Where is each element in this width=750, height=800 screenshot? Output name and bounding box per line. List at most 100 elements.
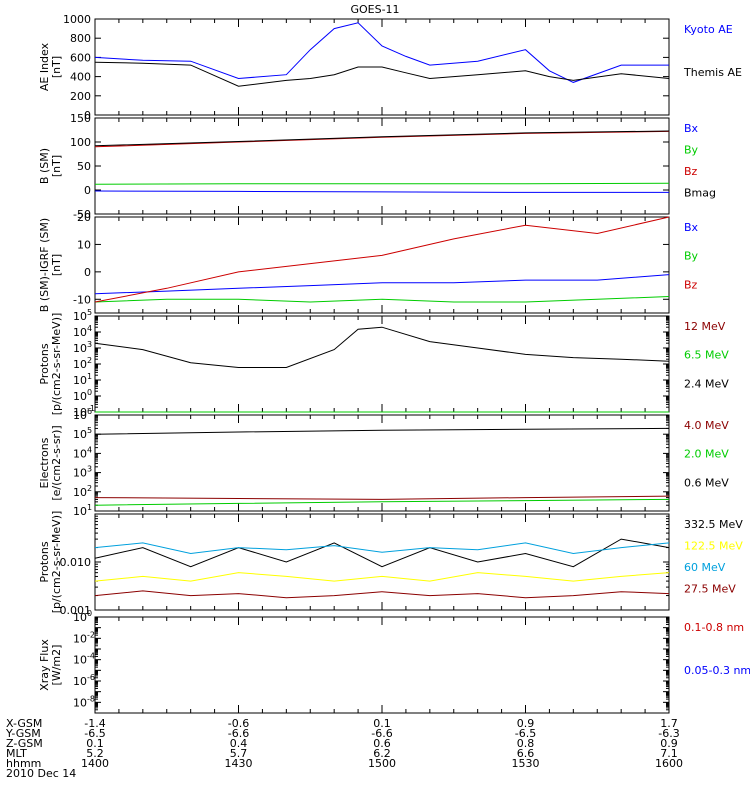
panel-2-series-2: [94, 130, 670, 148]
panel-4-legend-2: 2.4 MeV: [684, 377, 729, 390]
panel-1-series-1: [94, 61, 670, 87]
orbit-tick-value: 1500: [368, 757, 396, 770]
panel-5-series-2: [94, 427, 670, 435]
panel-2-ytick-label: 0: [84, 184, 91, 197]
panel-4-ylabel: [p/(cm2-s-sr-MeV)]: [50, 313, 63, 416]
panel-2-ylabel: B (SM): [38, 148, 51, 184]
chart-title: GOES-11: [350, 3, 399, 16]
panel-7-ytick-label: 10-6: [73, 673, 95, 688]
panel-6-ytick-label: 0.010: [60, 556, 92, 569]
panel-6-ylabel: [p/(cm2-s-sr-MeV)]: [50, 511, 63, 614]
panel-2-ytick-label: -50: [73, 208, 91, 221]
orbit-tick-value: -6.5: [515, 727, 536, 740]
panel-5-ylabel: Electrons: [38, 437, 51, 488]
orbit-tick-value: 0.9: [660, 737, 678, 750]
panel-1-ytick-label: 0: [84, 109, 91, 122]
orbit-tick-value: 1.7: [660, 717, 678, 730]
panel-6-legend-3: 27.5 MeV: [684, 583, 736, 596]
orbit-tick-value: 6.6: [517, 747, 535, 760]
panel-1-ytick-label: 1000: [63, 13, 91, 26]
panel-2-ytick-label: 50: [77, 160, 91, 173]
panel-2-ytick-label: 150: [70, 112, 91, 125]
panel-2-series-1: [94, 182, 670, 185]
orbit-row-label: Z-GSM: [6, 737, 43, 750]
panel-4-ytick-label: 100: [73, 388, 92, 403]
panel-7-ytick-label: 100: [73, 609, 92, 624]
orbit-tick-value: 0.4: [230, 737, 248, 750]
panel-1-legend-0: Kyoto AE: [684, 23, 733, 36]
panel-5-legend-1: 2.0 MeV: [684, 448, 729, 461]
panel-7-legend-1: 0.05-0.3 nm: [684, 664, 750, 677]
panel-7-ytick-label: 10-2: [73, 630, 95, 645]
orbit-tick-value: 1430: [225, 757, 253, 770]
orbit-tick-value: -6.3: [658, 727, 679, 740]
panel-7-ylabel: [W/m2]: [50, 645, 63, 686]
panel-5-legend-0: 4.0 MeV: [684, 419, 729, 432]
panel-4-ytick-label: 102: [73, 356, 92, 371]
orbit-tick-value: 1400: [81, 757, 109, 770]
panel-5-ytick-label: 101: [73, 503, 92, 518]
orbit-row-label: X-GSM: [6, 717, 42, 730]
orbit-row-label: MLT: [6, 747, 27, 760]
orbit-tick-value: 0.1: [373, 717, 391, 730]
panel-5-ytick-label: 104: [73, 445, 92, 460]
panel-6-legend-2: 60 MeV: [684, 561, 726, 574]
panel-1-ylabel: [nT]: [50, 56, 63, 78]
orbit-tick-value: 5.7: [230, 747, 248, 760]
orbit-tick-value: 0.9: [517, 717, 535, 730]
panel-3-legend-1: By: [684, 250, 699, 263]
panel-2-legend-1: By: [684, 144, 699, 157]
panel-6-series-0: [94, 538, 670, 568]
orbit-row-label: Y-GSM: [5, 727, 41, 740]
orbit-tick-value: 0.6: [373, 737, 391, 750]
panel-6-series-2: [94, 542, 670, 555]
panel-7-ytick-label: 10-8: [73, 694, 95, 709]
panel-4-ytick-label: 105: [73, 308, 92, 323]
panel-1-ytick-label: 600: [70, 51, 91, 64]
panel-2-legend-0: Bx: [684, 122, 699, 135]
panel-1-ytick-label: 200: [70, 90, 91, 103]
panel-3-ylabel: [nT]: [50, 254, 63, 276]
panel-6-series-3: [94, 590, 670, 599]
panel-2-series-3: [94, 130, 670, 147]
panel-3-ytick-label: 20: [77, 211, 91, 224]
panel-5-ytick-label: 106: [73, 407, 92, 422]
panel-5-ytick-label: 103: [73, 465, 92, 480]
panel-2-ytick-label: 100: [70, 136, 91, 149]
orbit-tick-value: 1600: [655, 757, 683, 770]
orbit-tick-value: 1530: [512, 757, 540, 770]
panel-5-series-1: [94, 498, 670, 506]
panel-6-series-1: [94, 572, 670, 582]
panel-2-legend-2: Bz: [684, 165, 698, 178]
panel-1-legend-1: Themis AE: [683, 66, 742, 79]
panel-1-ytick-label: 400: [70, 71, 91, 84]
panel-6-legend-1: 122.5 MeV: [684, 540, 743, 553]
panel-6-ylabel: Protons: [38, 541, 51, 582]
panel-3-series-0: [94, 274, 670, 295]
panel-5-ytick-label: 102: [73, 484, 92, 499]
orbit-tick-value: -1.4: [84, 717, 105, 730]
panel-3-ytick-label: 10: [77, 238, 91, 251]
panel-7-ylabel: Xray Flux: [38, 639, 51, 691]
panel-1-ylabel: AE Index: [38, 42, 51, 91]
orbit-tick-value: -6.5: [84, 727, 105, 740]
panel-7-legend-0: 0.1-0.8 nm: [684, 621, 744, 634]
panel-5-legend-2: 0.6 MeV: [684, 476, 729, 489]
panel-4-frame: [94, 315, 670, 413]
panel-3-ytick-label: -10: [73, 293, 91, 306]
panel-6-ytick-label: 0.001: [60, 604, 92, 617]
orbit-tick-value: -6.6: [228, 727, 249, 740]
panel-1-series-0: [94, 22, 669, 83]
panel-4-ylabel: Protons: [38, 343, 51, 384]
orbit-row-label: hhmm: [6, 757, 41, 770]
panel-4-ytick-label: 101: [73, 372, 92, 387]
orbit-tick-value: -6.6: [371, 727, 392, 740]
panel-3-series-1: [94, 296, 670, 303]
panel-1-ytick-label: 800: [70, 32, 91, 45]
panel-7-ytick-label: 10-4: [73, 652, 95, 667]
panel-5-series-0: [94, 495, 670, 500]
panel-4-legend-1: 6.5 MeV: [684, 349, 729, 362]
panel-6-legend-0: 332.5 MeV: [684, 518, 743, 531]
